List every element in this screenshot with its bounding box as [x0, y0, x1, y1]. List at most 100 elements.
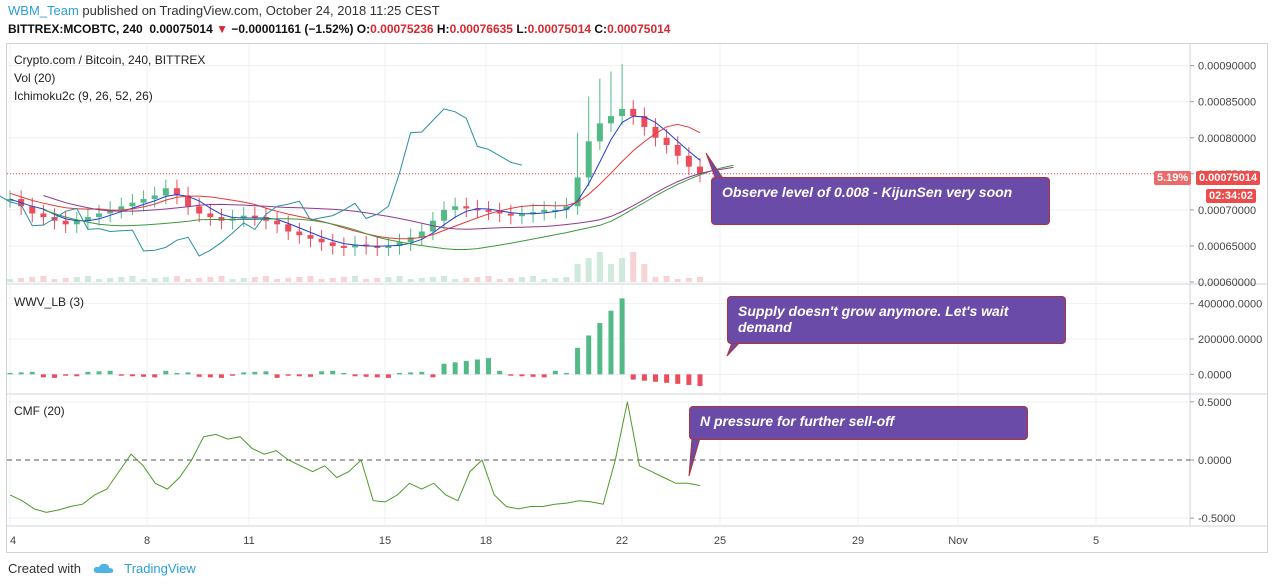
volume-bar: [452, 279, 459, 282]
candle-body: [29, 206, 36, 214]
candle-body: [396, 242, 403, 246]
volume-bar: [496, 279, 503, 282]
volume-bar: [162, 277, 169, 282]
wwv-bar: [52, 374, 58, 378]
candle-body: [663, 137, 670, 145]
candle-body: [196, 206, 203, 214]
wwv-bar: [352, 374, 358, 377]
volume-bar: [296, 277, 303, 282]
close-value: 0.00075014: [607, 22, 671, 36]
wwv-bar: [530, 374, 536, 377]
candle-body: [585, 141, 592, 178]
tradingview-cloud-icon: [93, 563, 113, 573]
candle-body: [285, 224, 292, 232]
candle-body: [552, 209, 559, 212]
wwv-bar: [675, 374, 681, 384]
candle-body: [574, 177, 581, 207]
candle-body: [318, 238, 325, 243]
wwv-bar: [63, 374, 69, 376]
created-with-label: Created with: [8, 561, 81, 576]
wwv-bar: [686, 374, 692, 385]
callout-kijunsen[interactable]: Observe level of 0.008 - KijunSen very s…: [711, 177, 1050, 225]
x-tick-label: 18: [480, 535, 492, 547]
volume-bar: [185, 279, 192, 282]
volume-bar: [396, 276, 403, 282]
ohlc-bar: BITTREX:MCOBTC, 240 0.00075014 ▼ −0.0000…: [8, 22, 670, 36]
candle-body: [307, 235, 314, 239]
volume-bar: [118, 277, 125, 282]
candle-body: [697, 166, 703, 174]
volume-bar: [530, 276, 537, 282]
candle-body: [641, 116, 648, 127]
pct-tag: 5.19%: [1154, 171, 1192, 185]
volume-bar: [218, 276, 225, 282]
candle-body: [563, 206, 570, 210]
wwv-bar: [430, 374, 436, 378]
publish-info: WBM_Team published on TradingView.com, O…: [8, 3, 440, 18]
y-tick-label: 0.0000: [1198, 369, 1232, 381]
wwv-bar: [508, 374, 514, 376]
y-tick-label: 0.00070000: [1198, 205, 1256, 217]
volume-bar: [441, 276, 448, 282]
volume-bar: [207, 277, 214, 282]
candle-body: [541, 209, 548, 213]
candle-body: [652, 126, 659, 138]
x-tick-label: 5: [1093, 535, 1099, 547]
candle-body: [485, 209, 492, 212]
wwv-legend: WWV_LB (3): [14, 295, 85, 309]
y-tick-label: 0.00065000: [1198, 241, 1256, 253]
volume-bar: [685, 278, 692, 282]
volume-bar: [29, 277, 36, 282]
callout-pressure[interactable]: N pressure for further sell-off: [689, 406, 1028, 440]
author-link[interactable]: WBM_Team: [8, 3, 79, 18]
candle-body: [62, 220, 69, 225]
high-label: H:: [436, 22, 450, 36]
candle-body: [162, 188, 169, 196]
candle-body: [674, 144, 681, 156]
volume-bar: [251, 277, 258, 282]
tradingview-link[interactable]: TradingView: [124, 561, 196, 576]
wwv-bar: [486, 358, 492, 375]
open-value: 0.00075236: [370, 22, 434, 36]
candle-body: [496, 211, 503, 214]
volume-bar: [485, 276, 492, 282]
wwv-bar: [296, 374, 302, 377]
volume-bar: [240, 278, 247, 282]
volume-bar: [107, 278, 114, 282]
volume-bar: [84, 276, 91, 282]
volume-bar: [630, 252, 637, 282]
wwv-bar: [85, 371, 91, 375]
wwv-bar: [664, 374, 670, 383]
wwv-bar: [452, 362, 458, 375]
volume-bar: [407, 279, 414, 282]
x-tick-label: 25: [714, 535, 726, 547]
main-legend: Crypto.com / Bitcoin, 240, BITTREX: [14, 53, 206, 67]
wwv-bar: [218, 374, 224, 378]
volume-bar: [385, 277, 392, 282]
volume-bar: [329, 278, 336, 282]
price-change: −0.00001161 (−1.52%): [231, 22, 354, 36]
x-tick-label: 11: [243, 535, 254, 547]
candle-body: [619, 108, 626, 117]
wwv-bar: [519, 374, 525, 377]
volume-bar: [40, 276, 47, 282]
x-tick-label: 15: [379, 535, 391, 547]
wwv-bar: [107, 370, 113, 375]
candle-body: [251, 215, 258, 218]
wwv-bar: [7, 372, 13, 375]
x-tick-label: 22: [616, 535, 628, 547]
volume-bar: [73, 277, 80, 282]
candle-body: [518, 214, 525, 217]
volume-bar: [697, 277, 703, 282]
chart-frame: [6, 43, 1268, 553]
volume-bar: [196, 278, 203, 282]
wwv-bar: [274, 374, 280, 378]
callout-supply[interactable]: Supply doesn't grow anymore. Let's wait …: [727, 296, 1066, 344]
wwv-bar: [241, 372, 247, 375]
wwv-bar: [497, 370, 503, 375]
callout-pointer: [705, 152, 725, 181]
candle-body: [118, 206, 125, 210]
wwv-bar: [185, 372, 191, 375]
wwv-bar: [385, 374, 391, 378]
